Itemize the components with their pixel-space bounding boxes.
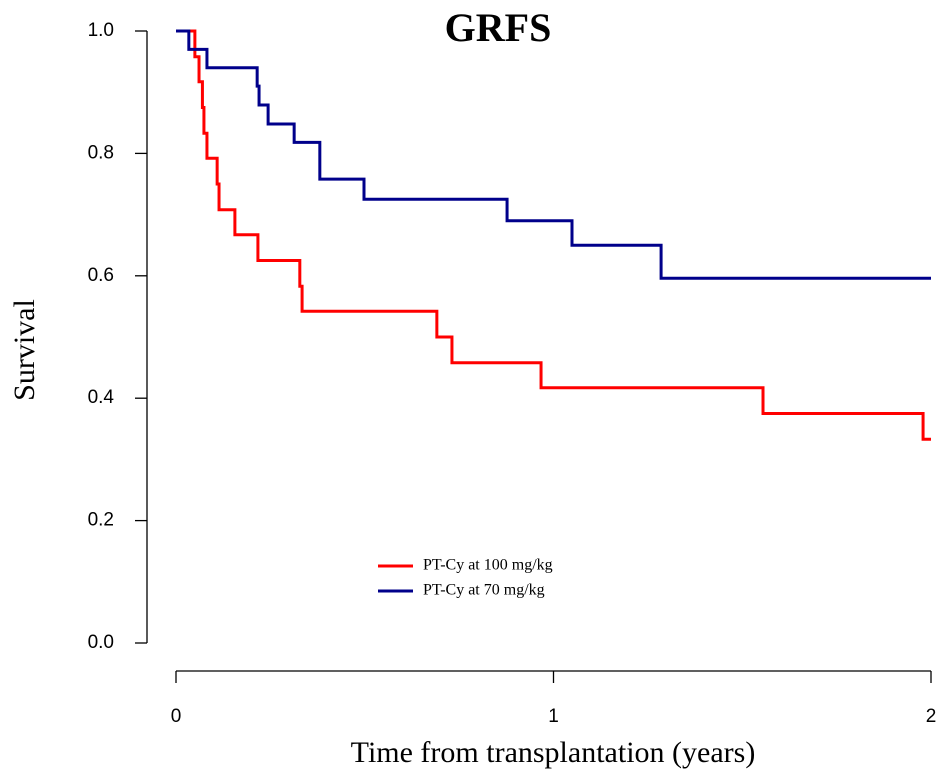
y-tick-label: 0.8 [88,142,114,163]
y-axis-label: Survival [8,299,41,401]
survival-curve [176,29,931,441]
chart-title: GRFS [445,5,552,50]
legend-label: PT-Cy at 100 mg/kg [423,557,553,574]
y-tick-label: 1.0 [88,20,114,41]
x-axis-label: Time from transplantation (years) [351,736,756,769]
x-tick-label: 2 [926,706,937,727]
legend-label: PT-Cy at 70 mg/kg [423,582,545,599]
x-tick-label: 1 [548,706,559,727]
y-tick-label: 0.2 [88,510,114,531]
y-tick-label: 0.6 [88,265,114,286]
survival-curve [176,29,931,280]
y-tick-label: 0.0 [88,632,114,653]
y-tick-label: 0.4 [88,387,115,408]
x-tick-label: 0 [171,706,182,727]
